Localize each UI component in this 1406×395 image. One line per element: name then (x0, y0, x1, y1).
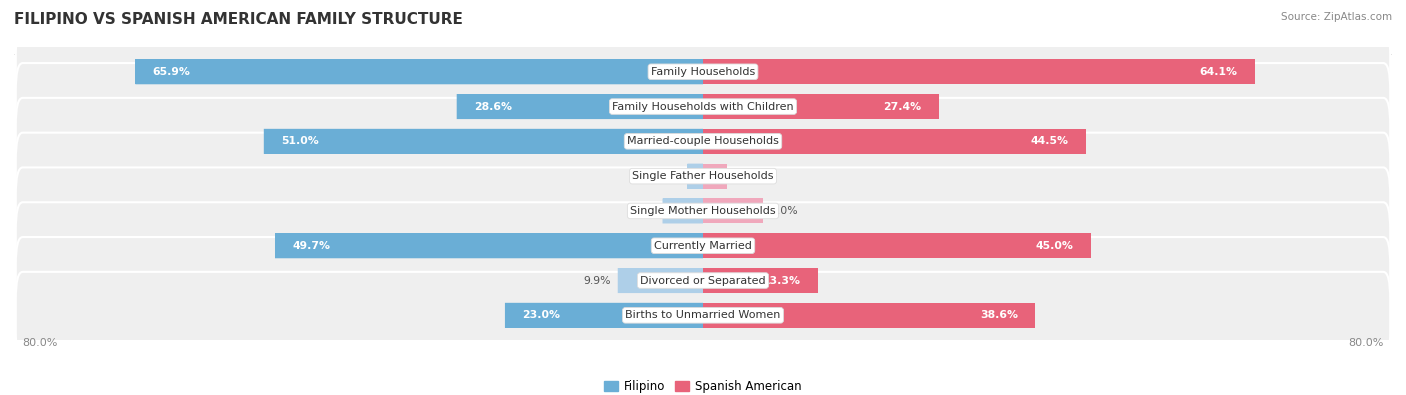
Text: Currently Married: Currently Married (654, 241, 752, 251)
Text: 45.0%: 45.0% (1035, 241, 1073, 251)
Text: 49.7%: 49.7% (292, 241, 330, 251)
Bar (703, 268, 817, 293)
Text: 51.0%: 51.0% (281, 136, 319, 147)
Bar (703, 94, 939, 119)
FancyBboxPatch shape (135, 59, 703, 84)
FancyBboxPatch shape (15, 133, 1391, 220)
FancyBboxPatch shape (617, 268, 703, 293)
FancyBboxPatch shape (15, 63, 1391, 150)
Text: Married-couple Households: Married-couple Households (627, 136, 779, 147)
Bar (264, 129, 703, 154)
Text: Family Households: Family Households (651, 67, 755, 77)
FancyBboxPatch shape (15, 272, 1391, 359)
Text: 2.8%: 2.8% (734, 171, 762, 181)
Bar (688, 164, 703, 189)
Text: 13.3%: 13.3% (762, 276, 800, 286)
Text: 7.0%: 7.0% (770, 206, 797, 216)
FancyBboxPatch shape (688, 164, 703, 189)
FancyBboxPatch shape (15, 202, 1391, 289)
Text: 9.9%: 9.9% (583, 276, 610, 286)
Bar (703, 303, 1035, 328)
Text: Source: ZipAtlas.com: Source: ZipAtlas.com (1281, 12, 1392, 22)
Text: 1.8%: 1.8% (654, 171, 681, 181)
Text: Births to Unmarried Women: Births to Unmarried Women (626, 310, 780, 320)
Text: 4.7%: 4.7% (628, 206, 655, 216)
FancyBboxPatch shape (15, 98, 1391, 185)
Text: 64.1%: 64.1% (1199, 67, 1237, 77)
Bar (703, 198, 763, 224)
Text: 65.9%: 65.9% (153, 67, 191, 77)
FancyBboxPatch shape (662, 198, 703, 224)
Bar (703, 59, 1256, 84)
Text: 27.4%: 27.4% (883, 102, 922, 111)
Text: 80.0%: 80.0% (22, 338, 58, 348)
Text: Divorced or Separated: Divorced or Separated (640, 276, 766, 286)
FancyBboxPatch shape (457, 94, 703, 119)
FancyBboxPatch shape (15, 237, 1391, 324)
Text: 28.6%: 28.6% (474, 102, 512, 111)
Text: 80.0%: 80.0% (1348, 338, 1384, 348)
Text: 23.0%: 23.0% (522, 310, 560, 320)
FancyBboxPatch shape (276, 233, 703, 258)
Legend: Filipino, Spanish American: Filipino, Spanish American (599, 376, 807, 395)
Bar (703, 129, 1087, 154)
Bar (457, 94, 703, 119)
Bar (505, 303, 703, 328)
FancyBboxPatch shape (15, 28, 1391, 115)
Text: Family Households with Children: Family Households with Children (612, 102, 794, 111)
Text: 38.6%: 38.6% (980, 310, 1018, 320)
Bar (135, 59, 703, 84)
FancyBboxPatch shape (505, 303, 703, 328)
Bar (703, 164, 727, 189)
Text: 44.5%: 44.5% (1031, 136, 1069, 147)
Bar (703, 233, 1091, 258)
Bar (617, 268, 703, 293)
Bar (662, 198, 703, 224)
Text: Single Mother Households: Single Mother Households (630, 206, 776, 216)
Bar (276, 233, 703, 258)
FancyBboxPatch shape (264, 129, 703, 154)
Text: FILIPINO VS SPANISH AMERICAN FAMILY STRUCTURE: FILIPINO VS SPANISH AMERICAN FAMILY STRU… (14, 12, 463, 27)
FancyBboxPatch shape (15, 167, 1391, 254)
Text: Single Father Households: Single Father Households (633, 171, 773, 181)
